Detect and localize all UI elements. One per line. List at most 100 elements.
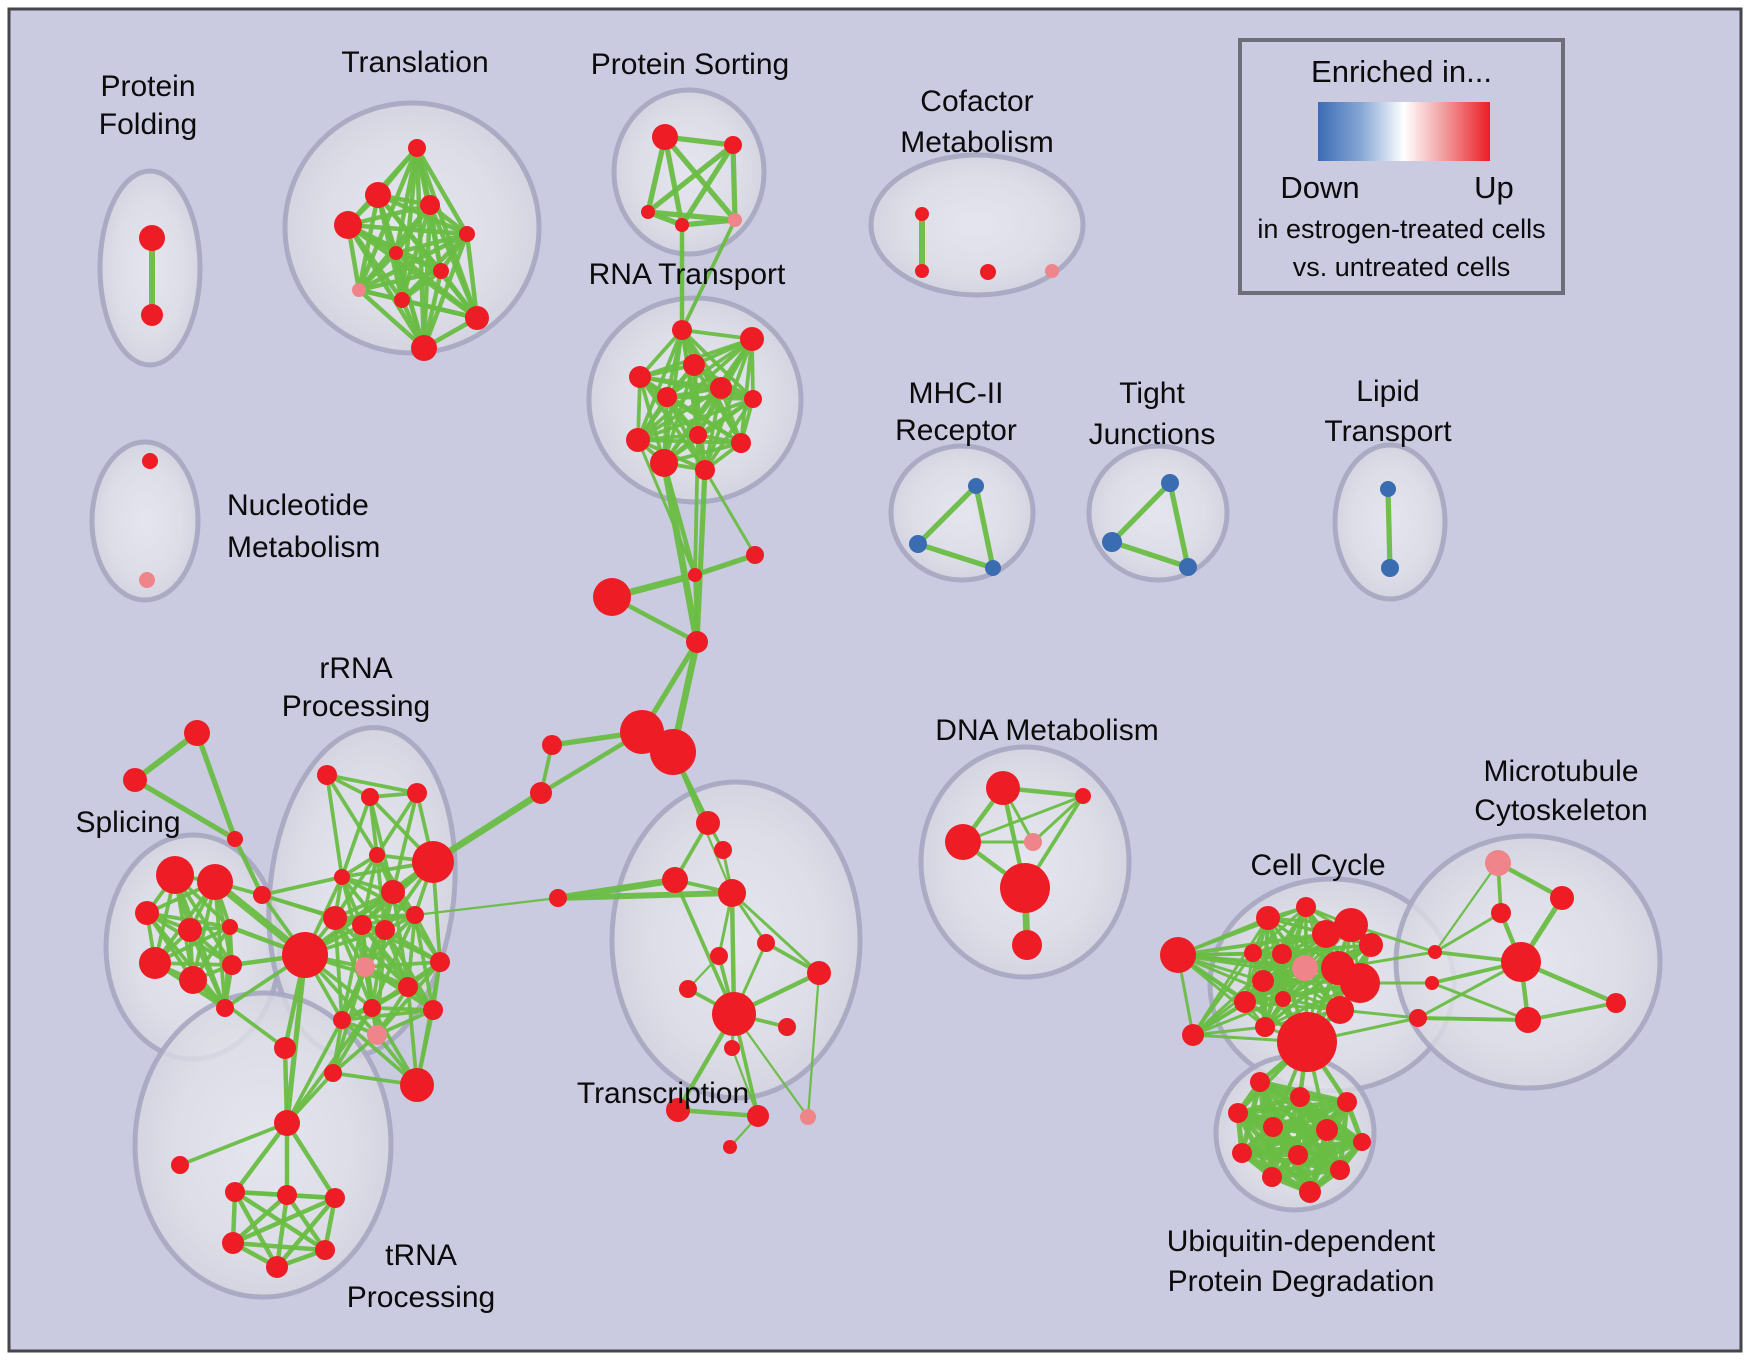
cluster-label-rna-transport: RNA Transport bbox=[589, 258, 786, 291]
network-node-cc4 bbox=[1296, 897, 1316, 917]
network-node-rr7 bbox=[334, 869, 350, 885]
cluster-bubble-tight-junctions bbox=[1086, 443, 1230, 583]
network-node-tg1 bbox=[184, 720, 210, 746]
network-node-rr14 bbox=[398, 977, 418, 997]
network-node-t4 bbox=[334, 211, 362, 239]
network-edge bbox=[360, 923, 435, 1012]
network-node-cn6 bbox=[530, 782, 552, 804]
network-node-tc2 bbox=[714, 841, 732, 859]
network-edge bbox=[414, 896, 559, 917]
network-edge bbox=[274, 1194, 290, 1268]
cluster-label-protein-folding: Folding bbox=[99, 108, 197, 141]
network-node-pf1 bbox=[139, 225, 165, 251]
network-edge bbox=[133, 777, 237, 842]
network-edge bbox=[694, 469, 708, 643]
cluster-label-microtubule-cytoskeleton: Microtubule bbox=[1483, 755, 1638, 788]
network-node-sp6 bbox=[139, 947, 171, 979]
cluster-label-ubiquitin-degradation: Ubiquitin-dependent bbox=[1167, 1225, 1436, 1258]
network-node-tn5 bbox=[315, 1240, 335, 1260]
network-edge bbox=[303, 859, 435, 958]
network-edge bbox=[916, 484, 978, 546]
network-node-rt6 bbox=[710, 377, 732, 399]
network-edge bbox=[693, 434, 700, 576]
network-edge bbox=[662, 386, 723, 465]
cluster-label-mhc-ii-receptor: MHC-II bbox=[909, 377, 1004, 410]
network-edge bbox=[662, 136, 685, 226]
network-edge bbox=[1110, 481, 1172, 544]
network-edge bbox=[232, 1195, 336, 1246]
network-node-lt2 bbox=[1381, 559, 1399, 577]
network-node-tc14 bbox=[800, 1109, 816, 1125]
network-node-ub11 bbox=[1262, 1167, 1282, 1187]
network-node-rrp bbox=[367, 1025, 387, 1045]
network-node-cn4 bbox=[686, 631, 708, 653]
network-node-t8 bbox=[352, 283, 366, 297]
network-edge bbox=[232, 1240, 326, 1253]
network-node-rr18 bbox=[282, 932, 328, 978]
network-edge bbox=[194, 732, 238, 840]
network-edge bbox=[806, 972, 821, 1118]
network-node-tj2 bbox=[1102, 532, 1122, 552]
network-node-ub1 bbox=[1250, 1072, 1270, 1092]
network-edge bbox=[415, 961, 442, 1086]
network-node-hub2 bbox=[650, 729, 696, 775]
network-edge bbox=[694, 552, 756, 578]
network-node-dm6 bbox=[1012, 930, 1042, 960]
network-edge bbox=[917, 541, 994, 571]
network-node-tn0 bbox=[274, 1110, 300, 1136]
network-edge bbox=[285, 1121, 337, 1200]
network-node-dm4 bbox=[1024, 833, 1042, 851]
network-edge bbox=[376, 1008, 434, 1037]
network-node-rr3 bbox=[407, 783, 427, 803]
network-node-mt1 bbox=[1485, 850, 1511, 876]
network-node-ub6 bbox=[1316, 1119, 1338, 1141]
network-node-mt5 bbox=[1606, 993, 1626, 1013]
cluster-label-tight-junctions: Tight bbox=[1119, 377, 1185, 410]
network-edge bbox=[637, 397, 754, 442]
network-node-pf2 bbox=[141, 304, 163, 326]
network-node-br1 bbox=[274, 1037, 296, 1059]
network-edge bbox=[232, 838, 265, 896]
network-node-t7 bbox=[433, 263, 449, 279]
cluster-label-trna-processing: tRNA bbox=[385, 1239, 457, 1272]
network-node-tn1 bbox=[225, 1182, 245, 1202]
network-edge bbox=[557, 890, 733, 901]
network-node-cc9 bbox=[1272, 944, 1292, 964]
network-edge bbox=[673, 879, 736, 1015]
network-node-rt7 bbox=[744, 390, 762, 408]
network-edge bbox=[233, 1121, 289, 1194]
network-edge bbox=[677, 1107, 759, 1119]
legend-gradient-bar bbox=[1318, 102, 1490, 161]
network-node-tc15 bbox=[723, 1140, 737, 1154]
network-node-ps3 bbox=[641, 205, 655, 219]
network-edge bbox=[406, 914, 417, 988]
network-edge bbox=[680, 219, 737, 331]
network-node-cc7 bbox=[1359, 933, 1383, 957]
network-node-tc1 bbox=[696, 811, 720, 835]
network-node-tc4 bbox=[718, 879, 746, 907]
network-edge bbox=[637, 386, 722, 442]
cluster-label-lipid-transport: Transport bbox=[1324, 415, 1452, 448]
network-edge bbox=[662, 135, 738, 222]
network-node-rt1 bbox=[672, 320, 692, 340]
cluster-label-translation: Translation bbox=[341, 46, 488, 79]
network-edge bbox=[636, 329, 684, 441]
network-node-ub4 bbox=[1228, 1103, 1248, 1123]
network-node-rr1 bbox=[317, 765, 337, 785]
network-node-cc3 bbox=[1256, 906, 1280, 930]
network-edge bbox=[340, 796, 372, 878]
network-edge bbox=[325, 774, 344, 878]
network-node-dm5 bbox=[1000, 863, 1050, 913]
network-edge bbox=[375, 791, 419, 857]
network-node-ub2 bbox=[1290, 1087, 1310, 1107]
network-node-mh2 bbox=[909, 535, 927, 553]
cluster-label-lipid-transport: Lipid bbox=[1356, 375, 1419, 408]
network-node-rr21 bbox=[324, 1064, 342, 1082]
network-node-cc13 bbox=[1275, 991, 1291, 1007]
network-node-rt9 bbox=[689, 426, 707, 444]
network-node-rr20 bbox=[400, 1068, 434, 1102]
network-edge bbox=[703, 397, 755, 472]
network-edge bbox=[363, 913, 417, 969]
network-node-cc2 bbox=[1182, 1024, 1204, 1046]
network-node-cf3 bbox=[980, 264, 996, 280]
